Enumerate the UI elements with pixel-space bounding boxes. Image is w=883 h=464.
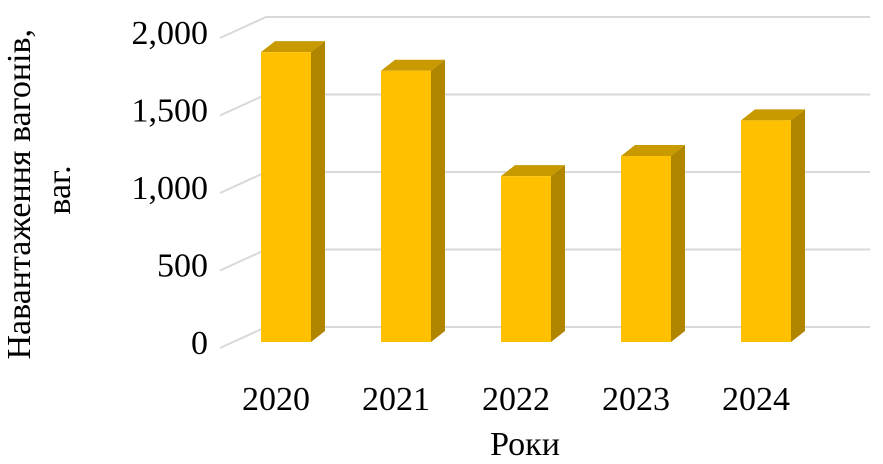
bar-front	[261, 52, 311, 343]
bar-front	[741, 120, 791, 342]
bar-top	[381, 59, 445, 71]
bar-front	[381, 70, 431, 342]
bar-front	[501, 176, 551, 342]
x-axis-title: Роки	[490, 426, 560, 463]
x-tick-label: 2022	[482, 381, 550, 418]
bar	[741, 109, 805, 342]
bar	[381, 59, 445, 342]
y-axis-title-line-2: ваг.	[41, 165, 78, 214]
bar	[501, 165, 565, 342]
bar-side	[671, 145, 685, 342]
y-tick-label: 0	[191, 325, 208, 362]
bar-side	[791, 109, 805, 342]
gridline	[219, 16, 870, 39]
y-tick-label: 1,000	[132, 170, 209, 207]
bar-side	[431, 59, 445, 342]
y-tick-labels: 0 500 1,000 1,500 2,000	[132, 15, 209, 362]
y-axis-title-line-1: Навантаження вагонів,	[1, 29, 38, 360]
bar	[621, 145, 685, 342]
y-tick-label: 2,000	[132, 15, 209, 52]
x-tick-label: 2020	[242, 381, 310, 418]
x-tick-label: 2024	[722, 381, 790, 418]
bar-side	[551, 165, 565, 342]
y-tick-label: 500	[157, 248, 208, 285]
bar-top	[621, 145, 685, 156]
y-axis-title: Навантаження вагонів, ваг.	[1, 20, 78, 359]
x-tick-label: 2021	[362, 381, 430, 418]
bar-top	[741, 109, 805, 121]
bar	[261, 41, 325, 343]
bar-top	[261, 41, 325, 53]
x-tick-label: 2023	[602, 381, 670, 418]
bar-front	[621, 156, 671, 342]
bar-side	[311, 41, 325, 343]
y-tick-label: 1,500	[132, 93, 209, 130]
x-tick-labels: 2020 2021 2022 2023 2024	[242, 381, 790, 418]
bar-top	[501, 165, 565, 177]
bars	[261, 41, 805, 343]
